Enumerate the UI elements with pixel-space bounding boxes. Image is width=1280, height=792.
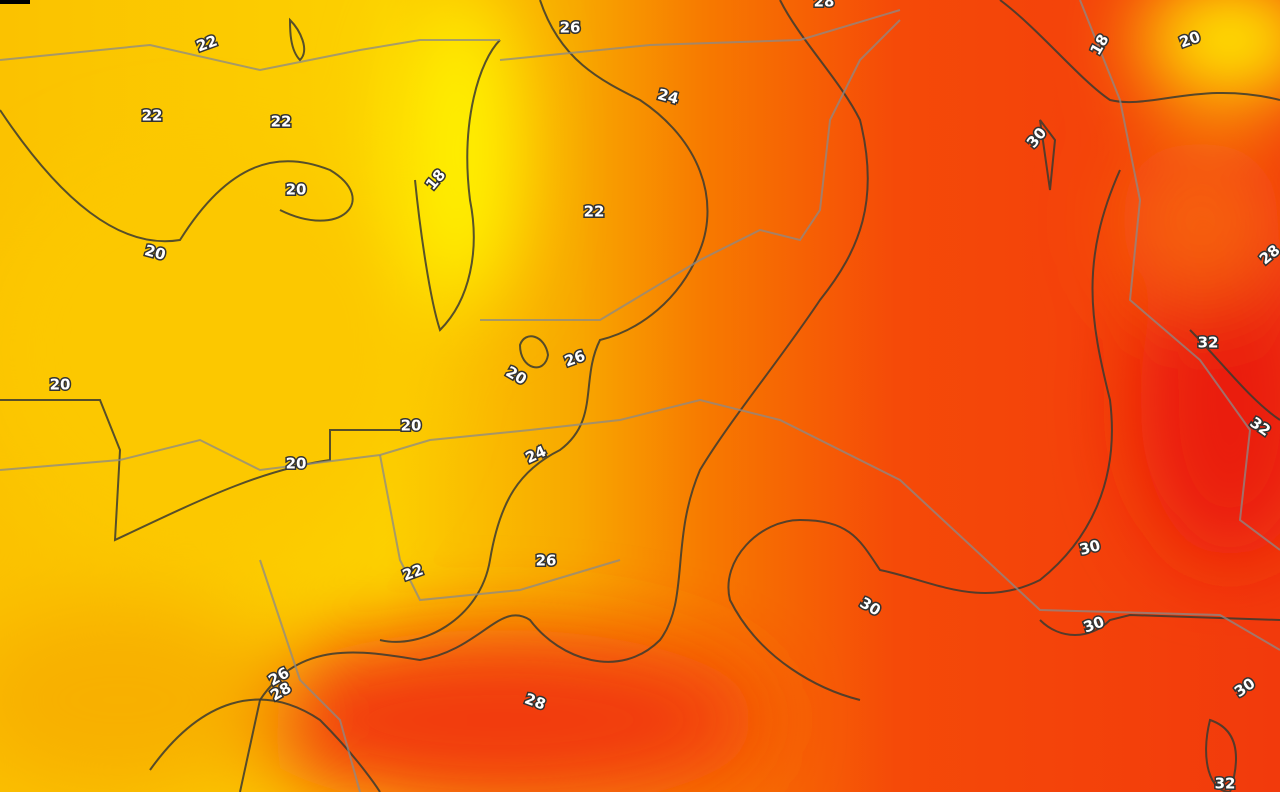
contour-label: 20 <box>50 376 71 394</box>
contour-label: 26 <box>536 552 557 570</box>
contour-label: 20 <box>286 455 307 473</box>
corner-mark <box>0 0 30 4</box>
contour-label: 20 <box>401 417 422 435</box>
contour-label: 26 <box>560 19 581 37</box>
contour-label: 22 <box>584 203 605 221</box>
contour-label: 32 <box>1215 775 1236 792</box>
contour-label: 28 <box>814 0 835 11</box>
contour-label: 22 <box>142 107 163 125</box>
contour-label: 20 <box>286 181 307 199</box>
contour-label: 22 <box>271 113 292 131</box>
contour-label: 32 <box>1198 334 1219 352</box>
